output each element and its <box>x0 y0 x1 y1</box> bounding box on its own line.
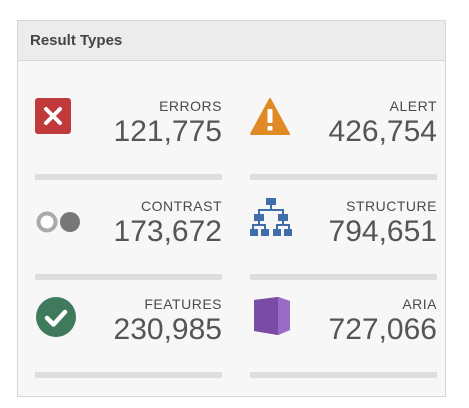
aria-bar <box>250 372 437 378</box>
alert-label: ALERT <box>389 98 437 114</box>
aria-count: 727,066 <box>328 313 437 346</box>
features-check-icon <box>35 296 76 337</box>
result-types-panel: Result Types ERRORS 121,775 ALERT 426,75… <box>17 20 446 397</box>
result-type-aria[interactable]: ARIA 727,066 <box>250 296 437 386</box>
features-count: 230,985 <box>113 313 222 346</box>
errors-count: 121,775 <box>113 115 222 148</box>
aria-cube-icon <box>250 296 290 336</box>
errors-label: ERRORS <box>159 98 222 114</box>
alert-triangle-icon <box>250 98 290 138</box>
error-x-icon <box>35 98 75 138</box>
contrast-toggle-icon <box>35 198 80 238</box>
result-type-errors[interactable]: ERRORS 121,775 <box>35 98 222 188</box>
result-type-alert[interactable]: ALERT 426,754 <box>250 98 437 188</box>
structure-bar <box>250 274 437 280</box>
structure-hierarchy-icon <box>250 198 292 238</box>
result-type-features[interactable]: FEATURES 230,985 <box>35 296 222 386</box>
alert-bar <box>250 174 437 180</box>
panel-header: Result Types <box>18 21 445 61</box>
features-bar <box>35 372 222 378</box>
structure-count: 794,651 <box>328 215 437 248</box>
result-type-contrast[interactable]: CONTRAST 173,672 <box>35 198 222 288</box>
result-type-structure[interactable]: STRUCTURE 794,651 <box>250 198 437 288</box>
contrast-bar <box>35 274 222 280</box>
errors-bar <box>35 174 222 180</box>
aria-label: ARIA <box>402 296 437 312</box>
panel-title: Result Types <box>30 32 123 49</box>
contrast-count: 173,672 <box>113 215 222 248</box>
alert-count: 426,754 <box>328 115 437 148</box>
contrast-label: CONTRAST <box>141 198 222 214</box>
structure-label: STRUCTURE <box>346 198 437 214</box>
features-label: FEATURES <box>144 296 222 312</box>
